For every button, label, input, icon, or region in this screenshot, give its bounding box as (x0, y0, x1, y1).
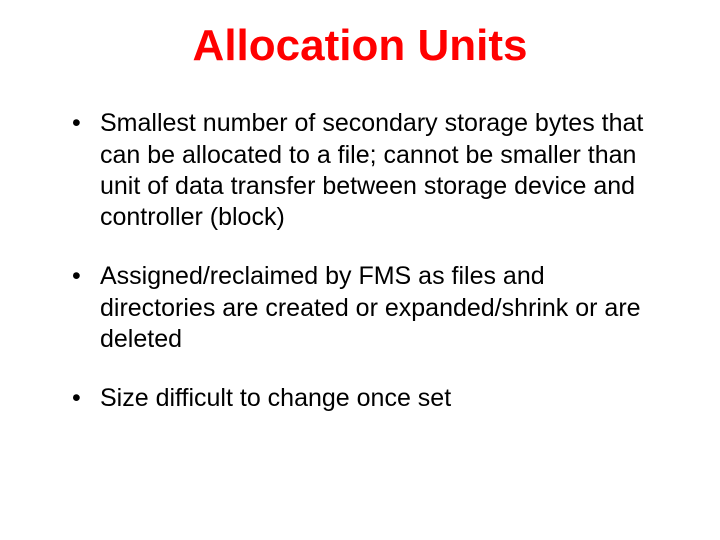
bullet-list: Smallest number of secondary storage byt… (0, 70, 720, 414)
bullet-text: Assigned/reclaimed by FMS as files and d… (100, 262, 641, 353)
slide-title: Allocation Units (0, 0, 720, 70)
list-item: Size difficult to change once set (72, 383, 660, 414)
list-item: Smallest number of secondary storage byt… (72, 108, 660, 233)
bullet-text: Smallest number of secondary storage byt… (100, 109, 643, 231)
slide: Allocation Units Smallest number of seco… (0, 0, 720, 540)
bullet-text: Size difficult to change once set (100, 384, 451, 412)
list-item: Assigned/reclaimed by FMS as files and d… (72, 261, 660, 355)
